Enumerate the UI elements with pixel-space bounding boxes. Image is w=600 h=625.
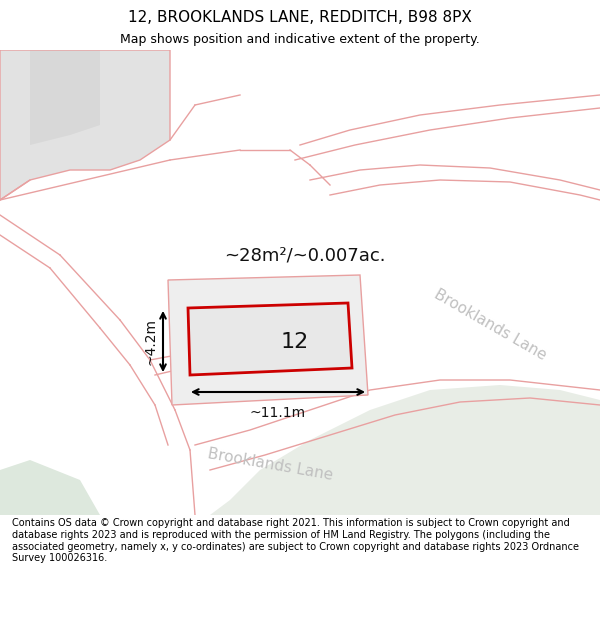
Text: ~28m²/~0.007ac.: ~28m²/~0.007ac.: [224, 246, 386, 264]
Text: 12, BROOKLANDS LANE, REDDITCH, B98 8PX: 12, BROOKLANDS LANE, REDDITCH, B98 8PX: [128, 10, 472, 25]
Text: Map shows position and indicative extent of the property.: Map shows position and indicative extent…: [120, 32, 480, 46]
Polygon shape: [188, 303, 352, 375]
Text: ~4.2m: ~4.2m: [144, 318, 158, 365]
Polygon shape: [200, 385, 600, 515]
Text: ~11.1m: ~11.1m: [250, 406, 306, 420]
Text: 12: 12: [281, 332, 309, 352]
Polygon shape: [0, 460, 100, 515]
Polygon shape: [30, 50, 100, 145]
Text: Brooklands Lane: Brooklands Lane: [206, 447, 334, 483]
Text: Contains OS data © Crown copyright and database right 2021. This information is : Contains OS data © Crown copyright and d…: [12, 518, 579, 563]
Text: Brooklands Lane: Brooklands Lane: [431, 287, 549, 363]
Polygon shape: [0, 50, 170, 200]
Polygon shape: [168, 275, 368, 405]
